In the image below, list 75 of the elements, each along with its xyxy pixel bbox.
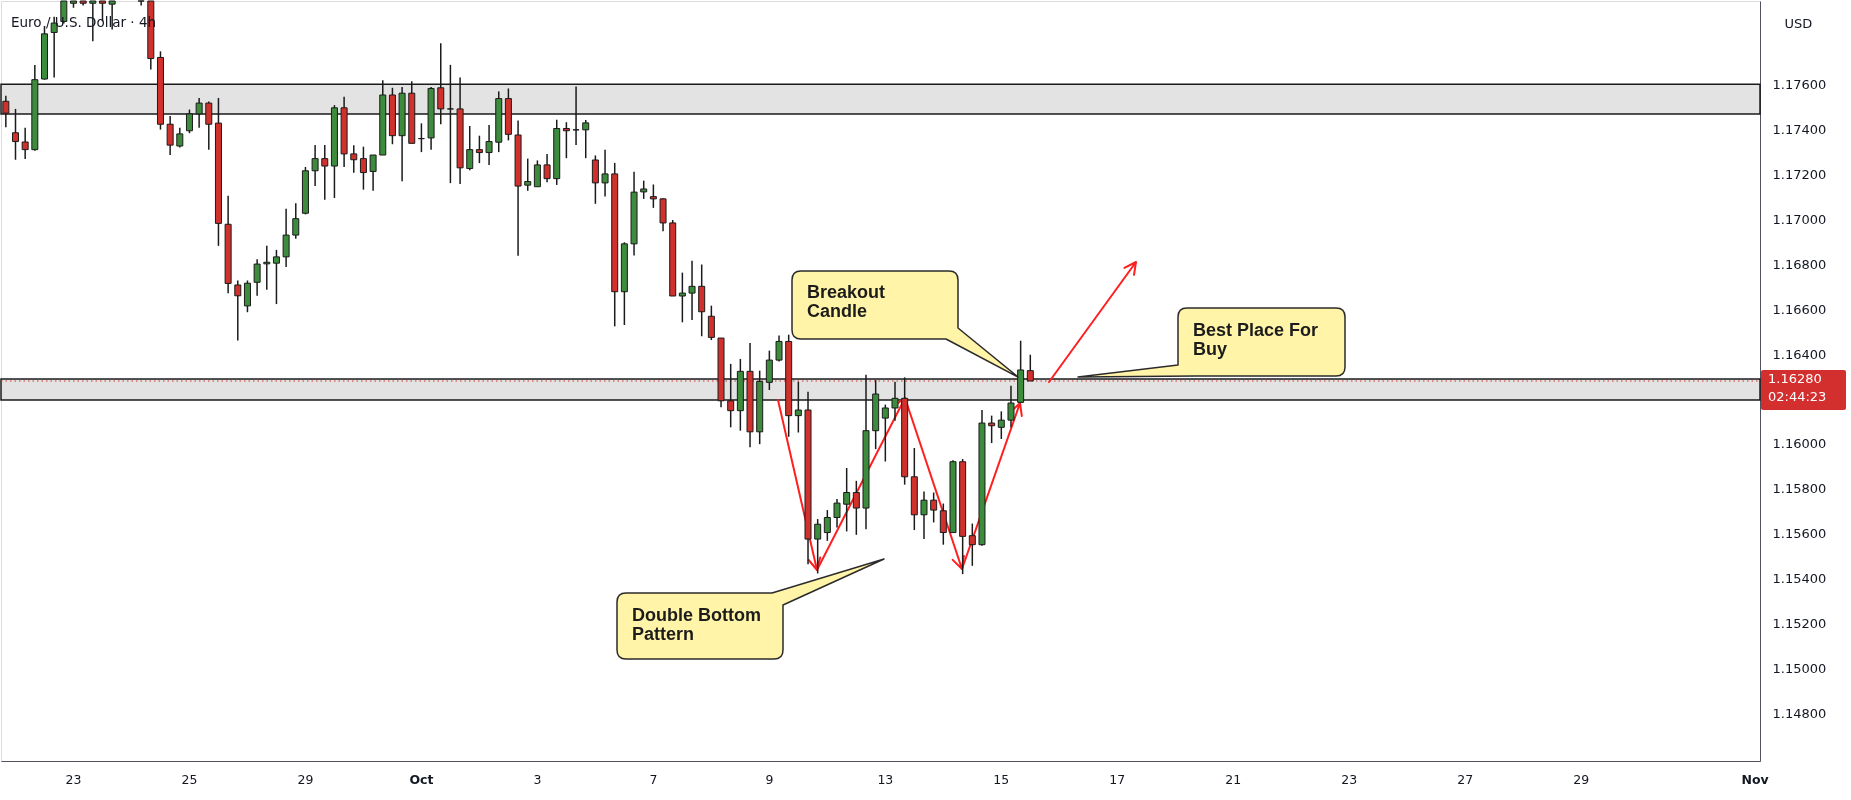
candlestick	[272, 249, 280, 305]
candlestick	[466, 125, 474, 172]
x-tick-label: 3	[533, 771, 542, 787]
candlestick	[968, 522, 976, 567]
candlestick	[920, 490, 928, 540]
candlestick	[939, 502, 947, 546]
x-tick-label: 23	[65, 771, 82, 787]
candlestick	[591, 154, 599, 205]
candlestick	[833, 498, 841, 529]
candlestick	[640, 179, 648, 200]
x-tick-label: 9	[765, 771, 774, 787]
y-tick-label: 1.15800	[1772, 481, 1827, 497]
candlestick	[543, 153, 551, 183]
y-tick-label: 1.16800	[1772, 256, 1827, 272]
candlestick	[243, 279, 251, 313]
y-tick-label: 1.15400	[1772, 571, 1827, 587]
x-tick-label: 15	[993, 771, 1010, 787]
candlestick	[562, 121, 570, 159]
y-tick-label: 1.17000	[1772, 211, 1827, 227]
candlestick	[843, 467, 851, 533]
y-tick-label: 1.17600	[1772, 76, 1827, 92]
x-tick-label: Nov	[1741, 771, 1769, 787]
y-tick-label: 1.17200	[1772, 166, 1827, 182]
candlestick	[707, 304, 715, 341]
candlestick	[524, 157, 532, 192]
y-tick-label: 1.15600	[1772, 526, 1827, 542]
candlestick	[775, 334, 783, 363]
y-tick-label: 1.15200	[1772, 616, 1827, 632]
candlestick	[359, 145, 367, 191]
y-tick-label: 1.16400	[1772, 346, 1827, 362]
candlestick	[263, 245, 271, 291]
y-tick-label: 1.16600	[1772, 301, 1827, 317]
x-tick-label: 17	[1109, 771, 1126, 787]
annotation: Double Bottom Pattern	[632, 605, 761, 644]
ref-line-label: 1.16280 02:44:23	[1768, 371, 1827, 404]
candlestick	[881, 403, 889, 463]
candlestick	[930, 491, 938, 524]
x-tick-label: Oct	[409, 771, 434, 787]
candlestick	[50, 15, 58, 79]
y-tick-label: 1.14800	[1772, 706, 1827, 722]
candlestick	[253, 258, 261, 297]
candlestick	[678, 271, 686, 324]
candlestick	[321, 144, 329, 201]
y-tick-label: 1.16000	[1772, 436, 1827, 452]
candlestick	[369, 154, 377, 192]
y-tick-label: 1.15000	[1772, 661, 1827, 677]
candlestick	[234, 279, 242, 342]
candlestick	[21, 127, 29, 160]
candlestick	[350, 144, 358, 174]
x-tick-label: 7	[649, 771, 658, 787]
x-tick-label: 13	[877, 771, 894, 787]
candlestick	[997, 410, 1005, 440]
candlestick	[475, 134, 483, 164]
candlestick	[601, 149, 609, 198]
candlestick	[311, 144, 319, 187]
candlestick	[852, 480, 860, 536]
x-tick-label: 27	[1457, 771, 1474, 787]
x-tick-label: 25	[181, 771, 198, 787]
x-tick-label: 29	[1573, 771, 1590, 787]
candlestick	[533, 159, 541, 188]
candlestick	[282, 208, 290, 268]
candlestick	[649, 183, 657, 209]
annotation: Best Place For Buy	[1193, 320, 1319, 359]
x-tick-label: 23	[1341, 771, 1358, 787]
y-tick-label: 1.17400	[1772, 121, 1827, 137]
annotation: Breakout Candle	[807, 282, 886, 321]
candlestick	[485, 124, 493, 166]
x-tick-label: 21	[1225, 771, 1242, 787]
candlestick	[292, 202, 300, 240]
x-tick-label: 29	[297, 771, 314, 787]
y-axis-title: USD	[1784, 15, 1813, 31]
candlestick	[688, 259, 696, 321]
candlestick	[988, 414, 996, 444]
candlestick	[823, 509, 831, 542]
candlestick	[582, 119, 590, 159]
